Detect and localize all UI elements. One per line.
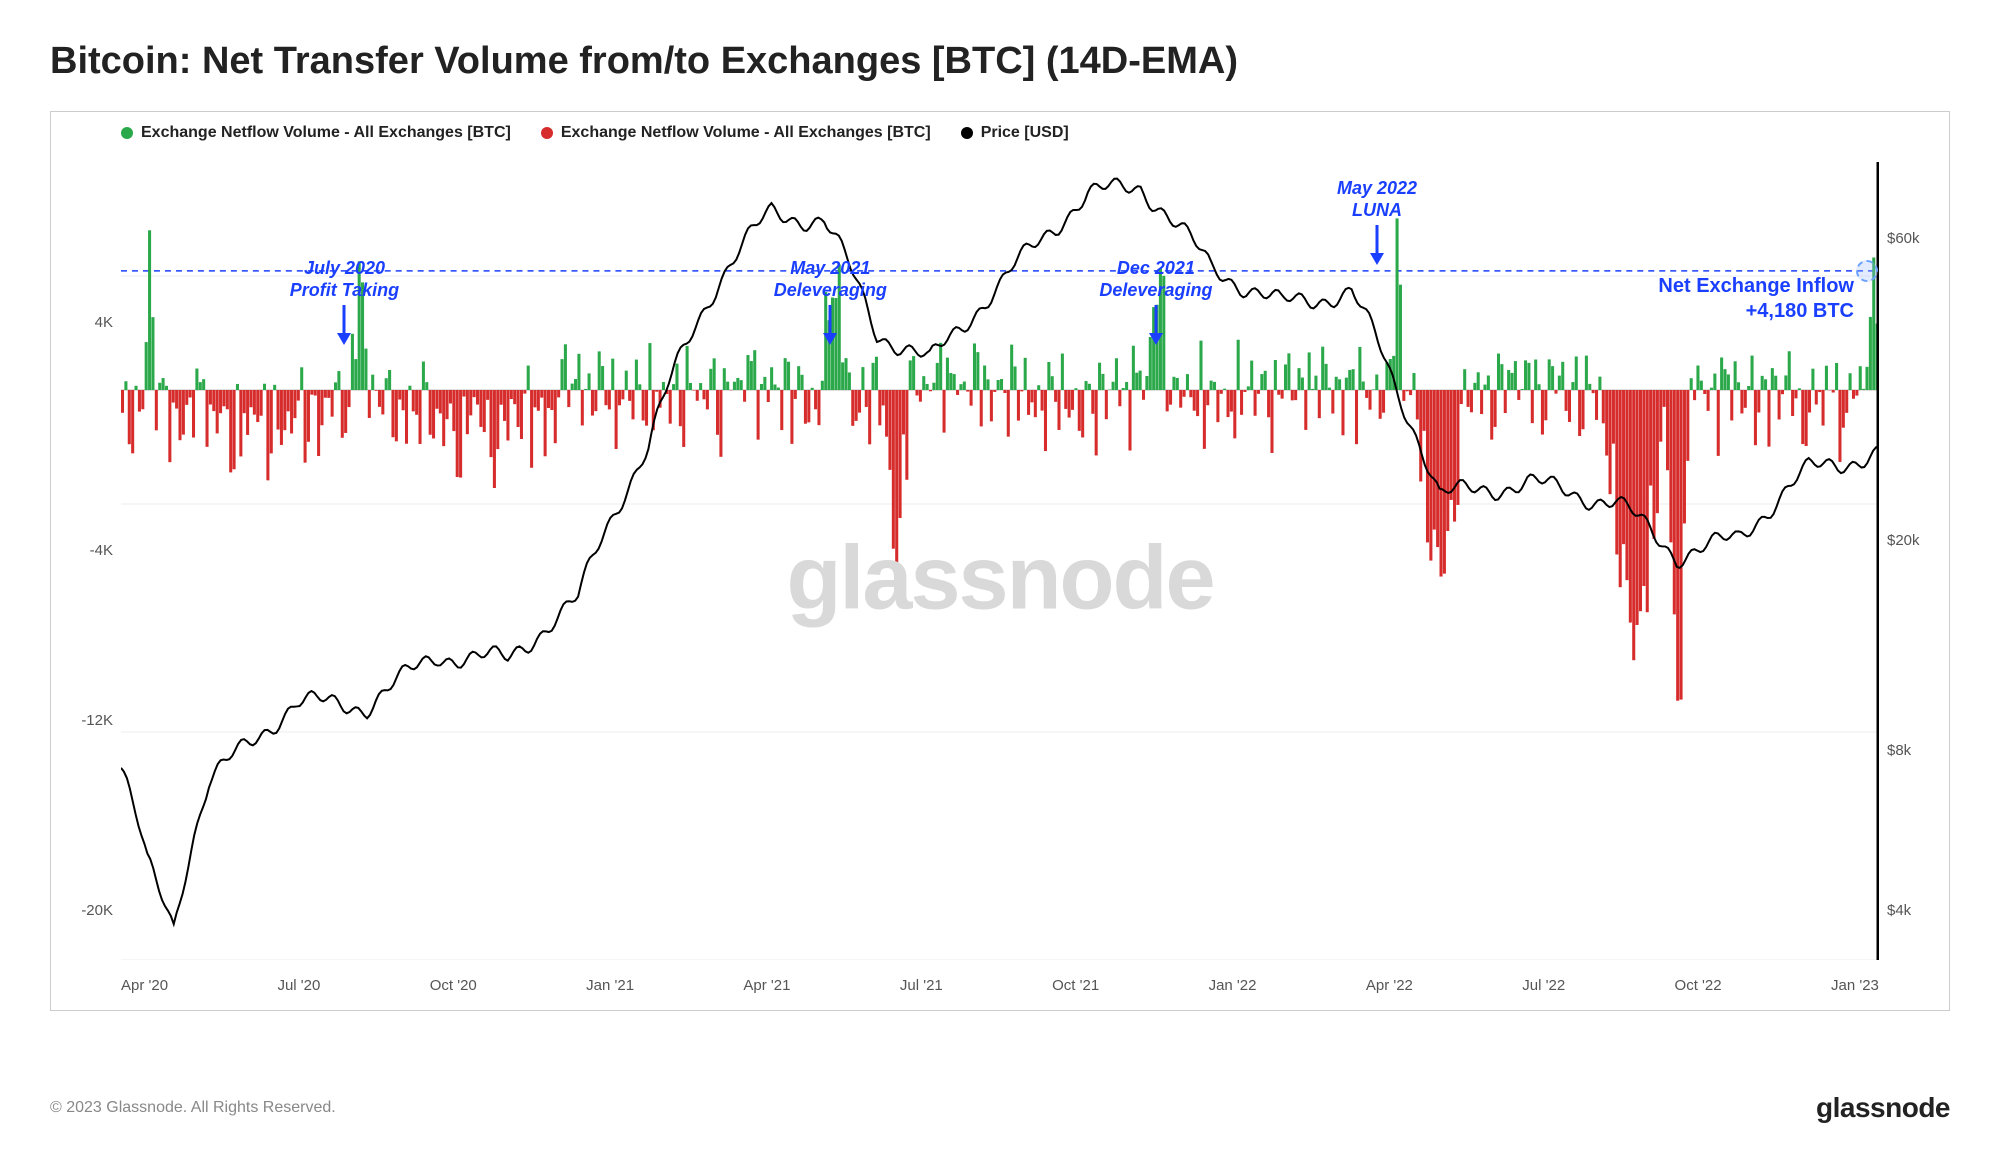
x-tick-label: Apr '20 xyxy=(121,977,168,994)
inflow-annotation: Net Exchange Inflow+4,180 BTC xyxy=(1658,274,1854,324)
arrow-down-icon xyxy=(334,305,354,345)
y-left-tick: -20K xyxy=(63,902,113,919)
x-tick-label: Oct '20 xyxy=(430,977,477,994)
chart-title: Bitcoin: Net Transfer Volume from/to Exc… xyxy=(50,40,1950,83)
y-right-tick: $20k xyxy=(1887,532,1937,549)
legend-label: Price [USD] xyxy=(981,124,1069,142)
annotation-label: May 2022LUNA xyxy=(1337,178,1417,265)
endpoint-marker-icon xyxy=(1856,260,1878,282)
x-tick-label: Jan '23 xyxy=(1831,977,1879,994)
legend-item-negative: Exchange Netflow Volume - All Exchanges … xyxy=(541,124,931,142)
legend-dot-green xyxy=(121,127,133,139)
legend: Exchange Netflow Volume - All Exchanges … xyxy=(121,124,1069,142)
x-axis-labels: Apr '20 Jul '20 Oct '20 Jan '21 Apr '21 Jul '… xyxy=(121,977,1879,994)
arrow-down-icon xyxy=(820,305,840,345)
legend-dot-red xyxy=(541,127,553,139)
legend-label: Exchange Netflow Volume - All Exchanges … xyxy=(561,124,931,142)
x-tick-label: Apr '21 xyxy=(743,977,790,994)
y-left-tick: 4K xyxy=(63,314,113,331)
x-tick-label: Jul '22 xyxy=(1522,977,1565,994)
y-right-tick: $60k xyxy=(1887,230,1937,247)
y-left-tick: -4K xyxy=(63,542,113,559)
x-tick-label: Jul '21 xyxy=(900,977,943,994)
y-right-tick: $8k xyxy=(1887,742,1937,759)
y-left-tick: -12K xyxy=(63,712,113,729)
annotation-label: July 2020Profit Taking xyxy=(290,258,399,345)
x-tick-label: Oct '21 xyxy=(1052,977,1099,994)
legend-item-positive: Exchange Netflow Volume - All Exchanges … xyxy=(121,124,511,142)
arrow-down-icon xyxy=(1367,225,1387,265)
legend-dot-black xyxy=(961,127,973,139)
brand-logo: glassnode xyxy=(1816,1092,1950,1124)
x-tick-label: Jan '21 xyxy=(586,977,634,994)
annotation-label: May 2021Deleveraging xyxy=(774,258,887,345)
legend-label: Exchange Netflow Volume - All Exchanges … xyxy=(141,124,511,142)
y-right-tick: $4k xyxy=(1887,902,1937,919)
chart-container: Exchange Netflow Volume - All Exchanges … xyxy=(50,111,1950,1011)
x-tick-label: Jul '20 xyxy=(277,977,320,994)
x-tick-label: Apr '22 xyxy=(1366,977,1413,994)
copyright-text: © 2023 Glassnode. All Rights Reserved. xyxy=(50,1099,336,1117)
legend-item-price: Price [USD] xyxy=(961,124,1069,142)
annotation-label: Dec 2021Deleveraging xyxy=(1099,258,1212,345)
footer: © 2023 Glassnode. All Rights Reserved. g… xyxy=(50,1092,1950,1124)
x-tick-label: Oct '22 xyxy=(1675,977,1722,994)
arrow-down-icon xyxy=(1146,305,1166,345)
x-tick-label: Jan '22 xyxy=(1209,977,1257,994)
